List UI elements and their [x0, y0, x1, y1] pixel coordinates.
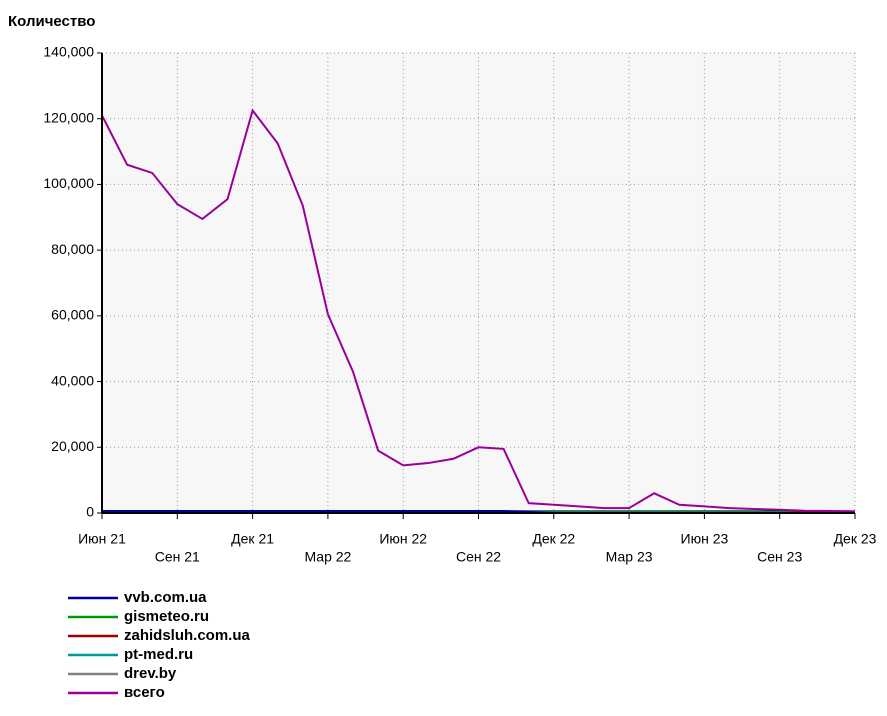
- x-tick-label: Дек 21: [231, 531, 274, 547]
- plot-background: [102, 53, 855, 513]
- x-tick-label: Июн 21: [78, 531, 126, 547]
- x-tick-label: Сен 23: [757, 549, 802, 565]
- y-tick-label: 120,000: [43, 109, 94, 125]
- legend-label: vvb.com.ua: [124, 589, 207, 606]
- legend-label: всего: [124, 684, 165, 701]
- y-tick-label: 100,000: [43, 175, 94, 191]
- legend-label: pt-med.ru: [124, 646, 193, 663]
- y-tick-label: 140,000: [43, 44, 94, 60]
- y-tick-label: 60,000: [51, 307, 94, 323]
- x-tick-label: Сен 22: [456, 549, 501, 565]
- x-tick-label: Мар 22: [304, 549, 351, 565]
- x-tick-label: Июн 22: [379, 531, 427, 547]
- x-tick-label: Сен 21: [155, 549, 200, 565]
- series-line: [101, 108, 856, 513]
- x-tick-label: Мар 23: [606, 549, 653, 565]
- y-tick-label: 20,000: [51, 438, 94, 454]
- y-tick-label: 80,000: [51, 241, 94, 257]
- legend-label: gismeteo.ru: [124, 608, 209, 625]
- legend-label: zahidsluh.com.ua: [124, 627, 251, 644]
- x-tick-label: Дек 23: [834, 531, 877, 547]
- y-tick-label: 0: [86, 504, 94, 520]
- y-tick-label: 40,000: [51, 372, 94, 388]
- x-tick-label: Дек 22: [532, 531, 575, 547]
- x-tick-label: Июн 23: [681, 531, 729, 547]
- chart-title: Количество: [8, 13, 95, 30]
- legend-label: drev.by: [124, 665, 177, 682]
